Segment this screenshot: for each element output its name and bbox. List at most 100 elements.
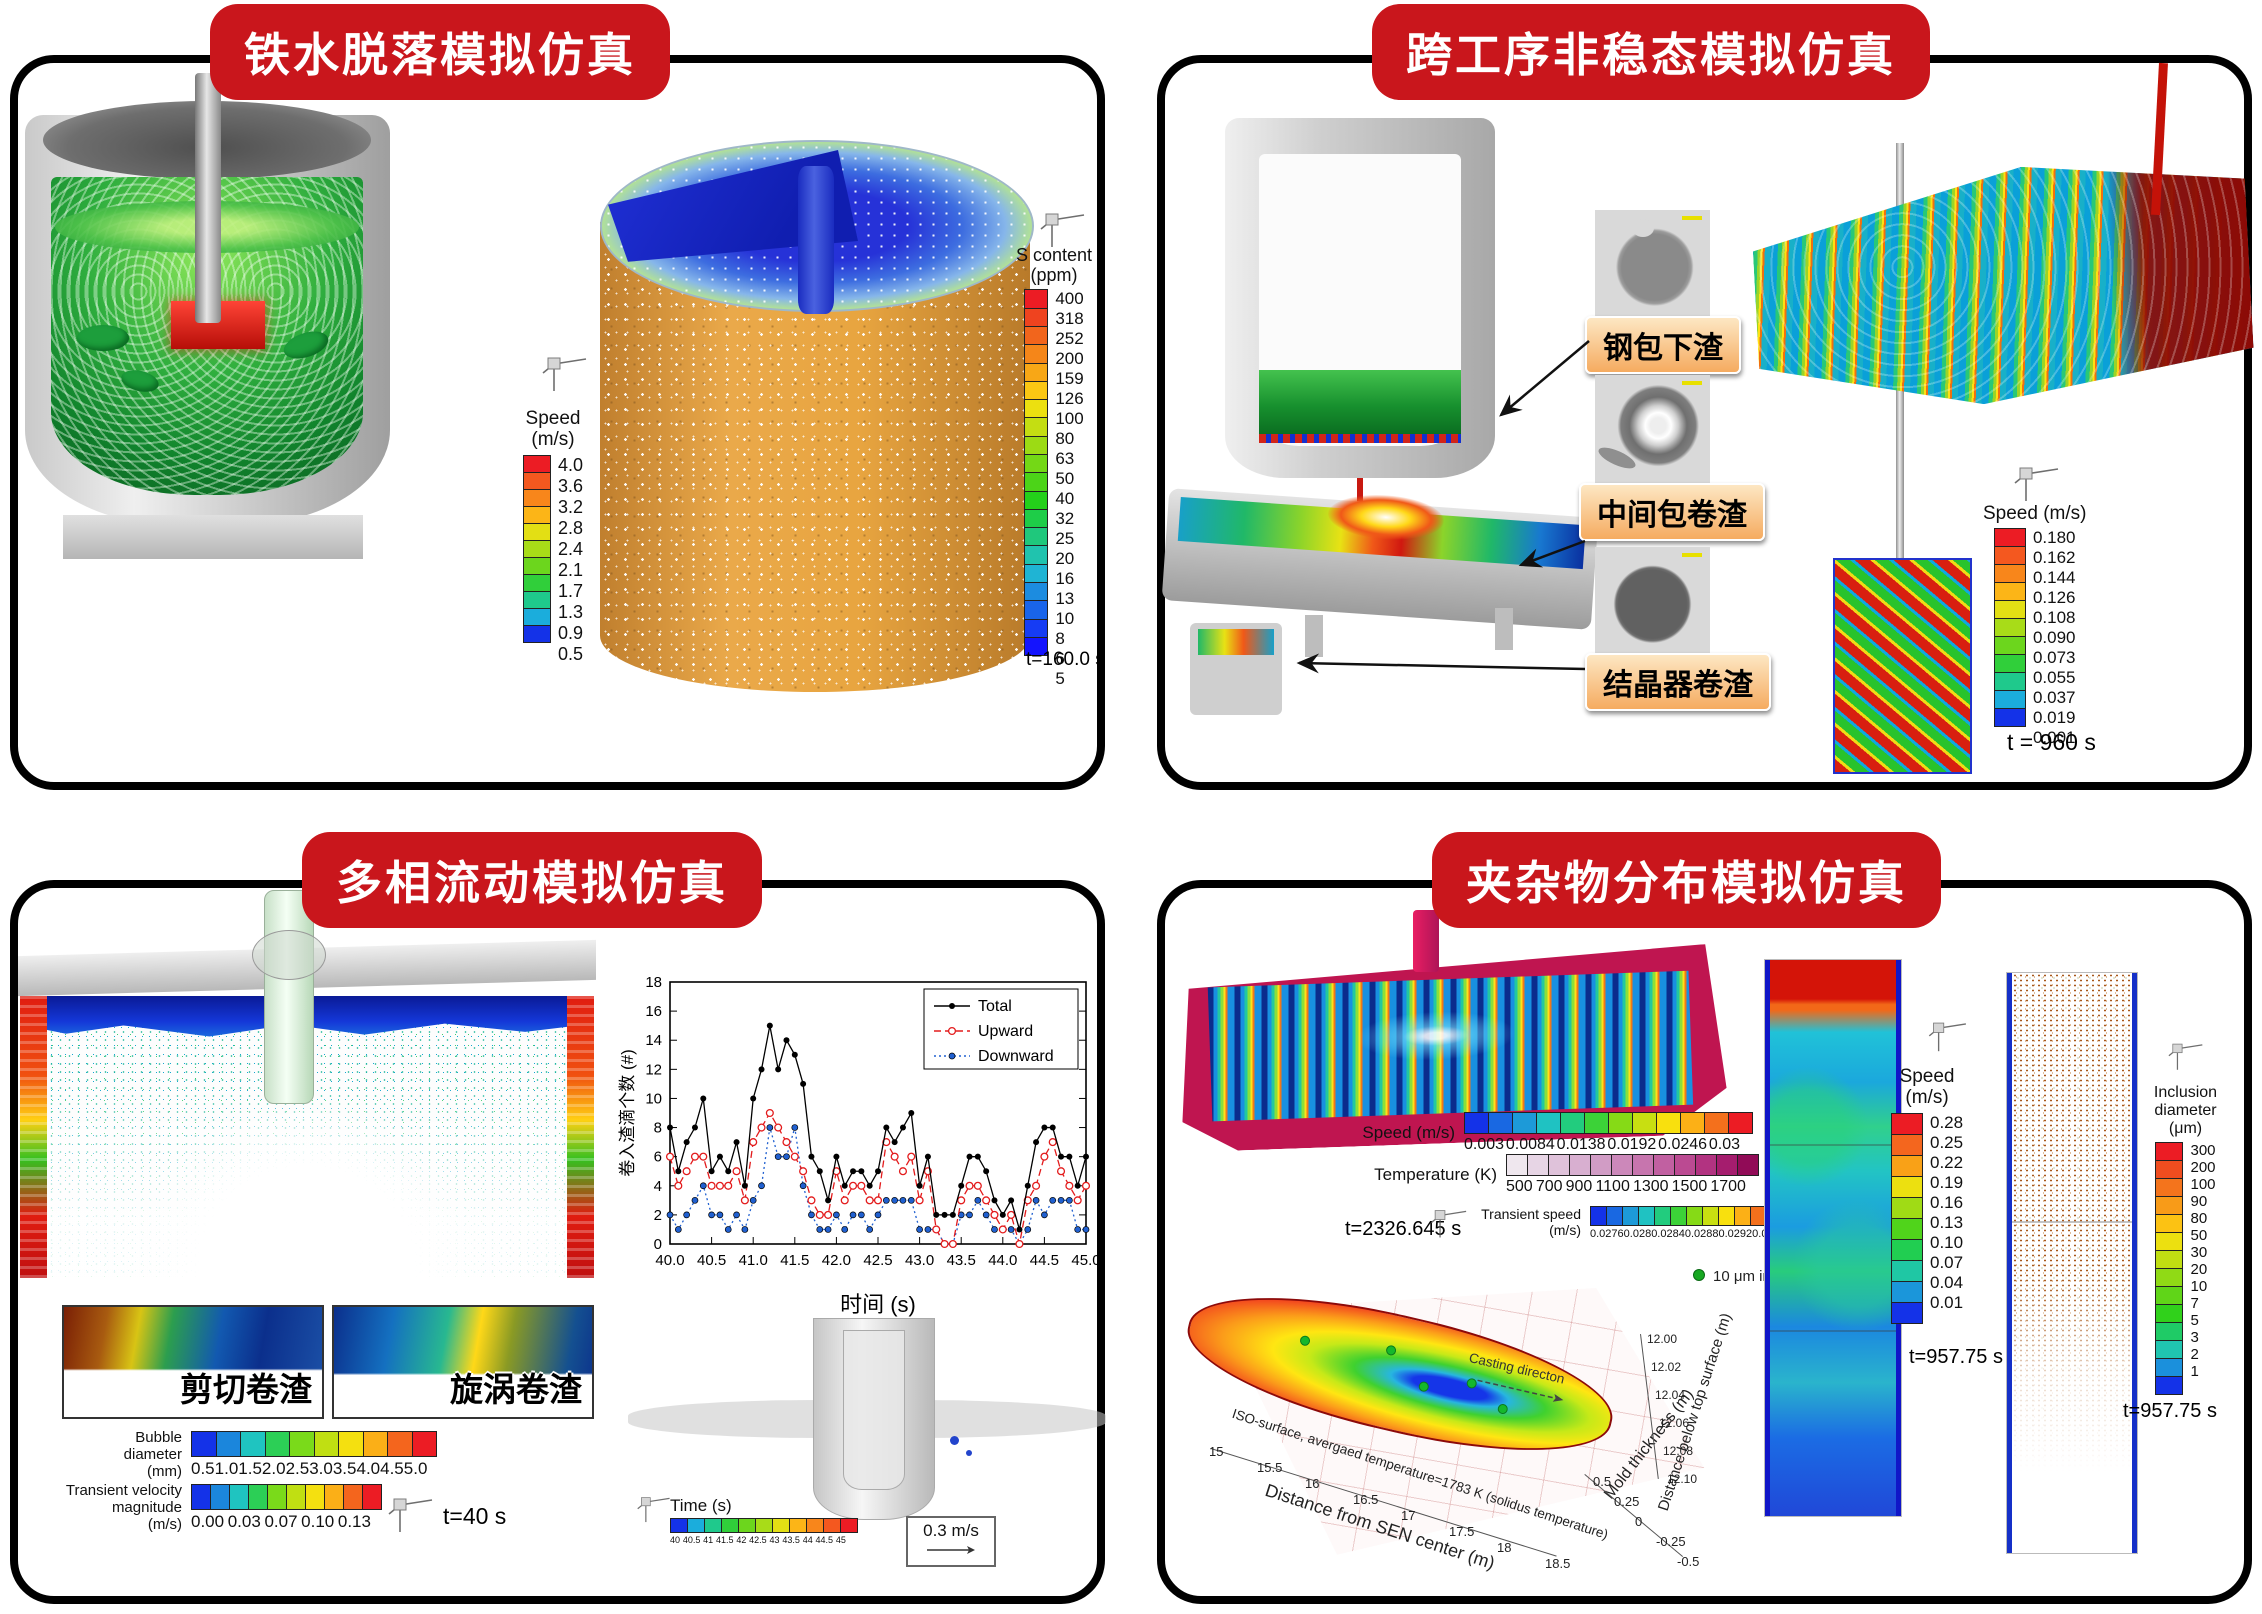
iso-tick-label: 12.02 (1651, 1360, 1682, 1374)
svg-text:44.0: 44.0 (988, 1252, 1017, 1269)
transient-speed-colorbar: Transient speed (m/s) 0.0276 0.028 0.0284 0.… (1477, 1206, 1786, 1240)
speed-colorbar-vertical: Speed (m/s) 0.28 0.25 0.22 0.19 0.16 0.13 0.10 0… (1891, 1066, 1963, 1324)
tundish-3d (1161, 488, 1599, 630)
iso-surface-blob (77, 325, 129, 351)
svg-text:0: 0 (654, 1236, 662, 1253)
axis-triad-icon (384, 1486, 438, 1545)
svg-text:40.0: 40.0 (655, 1252, 684, 1269)
label-ladle-slag: 钢包下渣 (1585, 316, 1741, 374)
svg-text:12: 12 (645, 1061, 662, 1078)
tundish-leg (1305, 615, 1323, 657)
svg-text:Downward: Downward (978, 1048, 1054, 1065)
slag-line (1259, 434, 1461, 443)
svg-text:43.5: 43.5 (947, 1252, 976, 1269)
axis-triad-icon (1925, 1012, 1971, 1063)
inset-vortex-entrainment: 旋涡卷渣 (332, 1305, 594, 1419)
timestamp-label: t = 960 s (2007, 729, 2096, 755)
iso-tick-label: 12.10 (1667, 1472, 1698, 1486)
scale-arrow-icon (927, 1546, 975, 1554)
tundish-flow-viz (1749, 155, 2256, 416)
inclusion-dot-icon (1417, 1380, 1430, 1393)
nozzle-collar (252, 930, 326, 980)
speed-colorbar-horizontal: Speed (m/s) 0.003 0.0084 0.0138 0.0192 0.0246… (1351, 1112, 1753, 1154)
panel-title-multiphase: 多相流动模拟仿真 (302, 832, 762, 928)
label-tundish-slag: 中间包卷渣 (1579, 483, 1765, 541)
timestamp-label: t=160.0 s (1026, 649, 1105, 670)
tundish-leg (1495, 608, 1513, 650)
inclusion-diameter-colorbar: Inclusion diameter (μm) 300 200 100 90 80 50 30… (2127, 1084, 2244, 1395)
svg-text:41.5: 41.5 (780, 1252, 809, 1269)
inclusion-dot-icon (1693, 1269, 1705, 1281)
slag-micrograph-tundish (1595, 375, 1710, 485)
svg-text:43.0: 43.0 (905, 1252, 934, 1269)
nozzle-bore (843, 1330, 905, 1490)
axis-triad-icon (2010, 455, 2064, 514)
temperature-colorbar: Temperature (K) 500 700 900 1100 1300 1500 1700 (1365, 1154, 1759, 1196)
axis-triad-icon (1036, 201, 1090, 260)
svg-text:42.5: 42.5 (863, 1252, 892, 1269)
iso-tick-label: -0.5 (1677, 1554, 1700, 1569)
inclusion-dot-icon (1496, 1403, 1509, 1416)
mold-speed-slab (1765, 960, 1901, 1516)
iso-tick-label: 15 (1209, 1444, 1224, 1459)
mold-surface (1198, 629, 1274, 655)
axis-triad-icon (2165, 1034, 2207, 1081)
iso-tick-label: 18.5 (1545, 1556, 1571, 1571)
svg-text:14: 14 (645, 1032, 662, 1049)
iso-tick-label: 12.08 (1663, 1444, 1694, 1458)
timestamp-label: t=40 s (443, 1503, 507, 1529)
iso-tick-label: 0.5 (1593, 1474, 1612, 1489)
iso-tick-label: 12.06 (1659, 1416, 1690, 1430)
svg-text:16: 16 (645, 1003, 662, 1020)
iso-tick-label: -0.25 (1656, 1534, 1686, 1549)
streamline-field (1208, 971, 1693, 1122)
svg-text:41.0: 41.0 (739, 1252, 768, 1269)
iso-tick-label: 15.5 (1257, 1460, 1283, 1475)
svg-text:Total: Total (978, 998, 1012, 1015)
cylinder-rod (798, 166, 834, 314)
timestamp-label: t=957.75 s (2123, 1400, 2217, 1422)
slag-micrograph-ladle (1595, 210, 1710, 320)
bubble-diameter-colorbar: Bubble diameter (mm) 0.5 1.0 1.5 2.0 2.5 3.0 3.… (90, 1429, 437, 1480)
iso-tick-label: 12.04 (1655, 1388, 1686, 1402)
svg-text:Upward: Upward (978, 1023, 1033, 1040)
svg-text:8: 8 (654, 1120, 662, 1137)
iso-tick-label: 0.25 (1614, 1494, 1640, 1509)
mold-multiphase-viz (18, 890, 596, 1278)
iso-tick-label: 12.00 (1647, 1332, 1678, 1346)
velocity-scale-box: 0.3 m/s (906, 1516, 996, 1567)
panel-iron-drop: Speed (m/s) 4.0 3.6 3.2 2.8 2.4 2.1 1.7 1.3 0.9 0.… (10, 55, 1105, 790)
inset-label: 剪切卷渣 (180, 1371, 312, 1408)
ladle-streamline-viz (25, 73, 390, 525)
stirrer-rod (195, 73, 221, 323)
svg-text:6: 6 (654, 1149, 662, 1166)
ladle-3d (1225, 118, 1495, 478)
panel-title-cross-process: 跨工序非稳态模拟仿真 (1372, 4, 1930, 100)
ladle-pedestal (63, 515, 363, 559)
panel-cross-process: 钢包下渣 中间包卷渣 结晶器卷渣 Speed (m/s) 0.180 0.162 0.… (1157, 55, 2252, 790)
timestamp-label: t=2326.645 s (1345, 1218, 1462, 1240)
svg-text:42.0: 42.0 (822, 1252, 851, 1269)
transient-velocity-colorbar: Transient velocity magnitude (m/s) 0.00 0.… (56, 1482, 382, 1533)
panel-inclusion: Speed (m/s) 0.003 0.0084 0.0138 0.0192 0.0246… (1157, 880, 2252, 1604)
mold-3d (1190, 623, 1282, 715)
panel-title-inclusion: 夹杂物分布模拟仿真 (1432, 832, 1941, 928)
label-mold-slag: 结晶器卷渣 (1585, 653, 1771, 711)
velocity-strip-left (20, 996, 47, 1278)
inset-shear-entrainment: 剪切卷渣 (62, 1305, 324, 1419)
time-colorbar: Time (s) 40 40.5 41 41.5 42 42.5 43 43.5 44 44.5 45 (670, 1496, 858, 1545)
axis-triad-icon (538, 345, 592, 404)
inclusion-dot-icon (1299, 1334, 1312, 1347)
svg-text:44.5: 44.5 (1030, 1252, 1059, 1269)
sen-nozzle (264, 890, 314, 1104)
droplet-dot (950, 1436, 959, 1445)
svg-text:2: 2 (654, 1207, 662, 1224)
s-content-colorbar: S content (ppm) 400 318 252 200 159 126 100 80 63… (1016, 245, 1093, 689)
mold-flow-slab (1833, 558, 1972, 774)
iso-tick-label: 16 (1305, 1476, 1320, 1491)
velocity-scale-label: 0.3 m/s (923, 1521, 979, 1540)
svg-text:4: 4 (654, 1178, 662, 1195)
iso-tick-label: 17.5 (1449, 1524, 1475, 1539)
entrainment-chart: 0 2 4 6 8 10 12 14 16 18 40.0 40.5 41.0 41.5 42.0 42.5 4… (618, 970, 1106, 1322)
